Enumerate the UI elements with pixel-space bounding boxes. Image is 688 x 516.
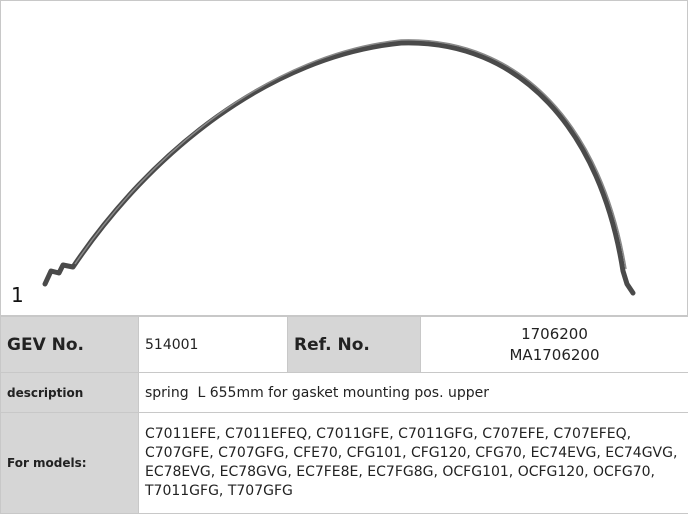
cell: spring L 655mm for gasket mounting pos. … [138,372,688,413]
row: For models: C7011EFE, C7011EFEQ, C7011GF… [0,412,688,514]
ref-number: 1706200 [521,324,588,343]
row: description spring L 655mm for gasket mo… [0,372,688,413]
spec-table: GEV No. 514001 Ref. No. 1706200 MA170620… [0,316,688,514]
spring-drawing [42,39,636,296]
ref-number: MA1706200 [509,345,600,364]
row: GEV No. 514001 Ref. No. 1706200 MA170620… [0,316,688,373]
cell: 1706200 MA1706200 [420,316,688,373]
product-image: 1 [0,0,688,316]
header-cell: description [0,372,139,413]
cell: 514001 [138,316,288,373]
header-cell: For models: [0,412,139,514]
item-number: 1 [11,283,24,307]
cell: C7011EFE, C7011EFEQ, C7011GFE, C7011GFG,… [138,412,688,514]
header-cell: Ref. No. [287,316,421,373]
header-cell: GEV No. [0,316,139,373]
